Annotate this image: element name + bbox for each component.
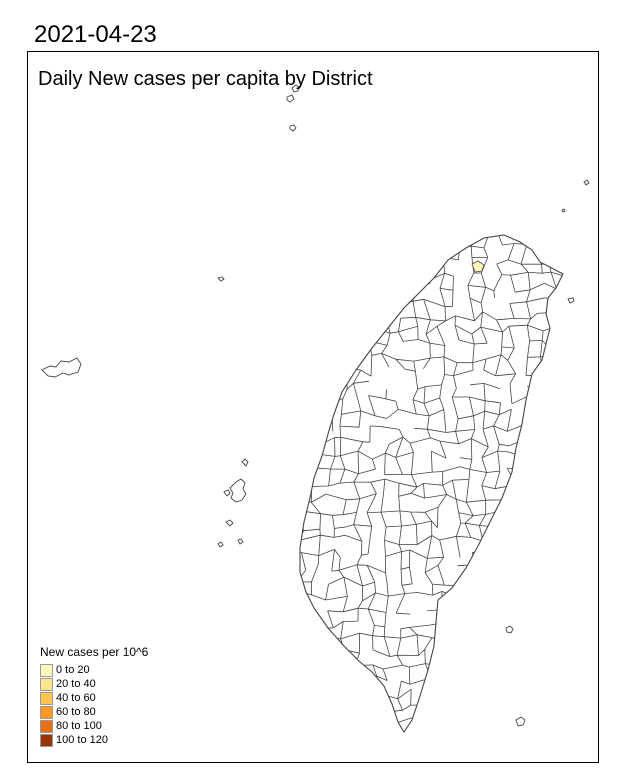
legend-item: 0 to 20 — [40, 663, 148, 677]
orchid-island — [515, 716, 526, 727]
legend-title: New cases per 10^6 — [40, 645, 149, 659]
legend-swatch-5 — [40, 733, 53, 747]
legend-swatch-2 — [40, 691, 53, 705]
legend-item: 60 to 80 — [40, 705, 148, 719]
offshore-islands — [41, 84, 590, 727]
wuqiu-islet — [217, 276, 225, 282]
taiwan-main-island — [299, 234, 564, 734]
penghu-south — [217, 519, 244, 548]
legend-label: 20 to 40 — [56, 677, 96, 690]
legend-swatch-3 — [40, 705, 53, 719]
legend-label: 40 to 60 — [56, 691, 96, 704]
map-title: Daily New cases per capita by District — [38, 68, 373, 90]
kinmen-island — [41, 357, 82, 378]
penghu-islands — [223, 458, 249, 503]
legend-swatch-0 — [40, 663, 53, 677]
map-panel: Daily New cases per capita by District N… — [27, 51, 599, 763]
highlight-district — [471, 260, 485, 273]
legend-swatch-1 — [40, 677, 53, 691]
guishan-island — [567, 297, 575, 304]
legend: New cases per 10^6 0 to 20 20 to 40 40 t… — [40, 644, 148, 747]
legend-label: 0 to 20 — [56, 663, 90, 676]
legend-item: 40 to 60 — [40, 691, 148, 705]
pengjia-islet — [561, 179, 590, 213]
green-island — [505, 625, 514, 634]
legend-item: 100 to 120 — [40, 733, 148, 747]
legend-label: 60 to 80 — [56, 705, 96, 718]
legend-swatch-4 — [40, 719, 53, 733]
legend-item: 20 to 40 — [40, 677, 148, 691]
legend-item: 80 to 100 — [40, 719, 148, 733]
matsu-islands — [286, 84, 300, 132]
legend-label: 100 to 120 — [56, 733, 108, 746]
date-title: 2021-04-23 — [34, 21, 157, 48]
legend-label: 80 to 100 — [56, 719, 102, 732]
taiwan-district-map — [41, 84, 590, 734]
